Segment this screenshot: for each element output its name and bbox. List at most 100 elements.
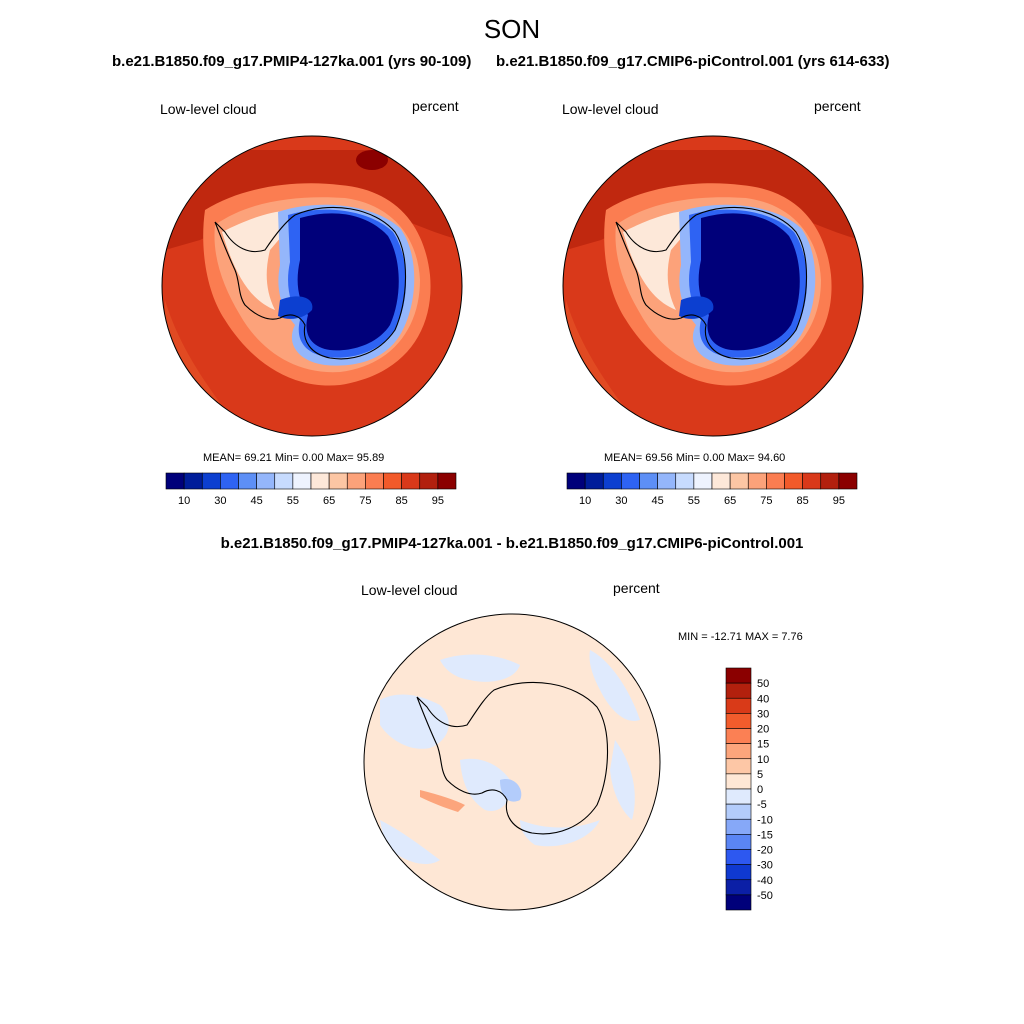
panel1-coastline xyxy=(214,206,407,360)
panel1-colorbar-swatch xyxy=(201,472,221,490)
diff-colorbar-tick-label: 0 xyxy=(757,784,763,796)
panel2-colorbar-swatch xyxy=(820,472,840,490)
diff-colorbar-swatch xyxy=(725,879,752,896)
diff-colorbar-swatch xyxy=(725,773,752,790)
panel2-colorbar-tick-label: 45 xyxy=(652,495,664,507)
diff-colorbar-tick-label: 30 xyxy=(757,708,769,720)
panel1-colorbar-tick-label: 65 xyxy=(323,495,335,507)
diff-colorbar-tick-label: -5 xyxy=(757,799,767,811)
panel1-colorbar-tick-label: 95 xyxy=(432,495,444,507)
panel1-map-border xyxy=(161,135,463,437)
diff-colorbar-swatch xyxy=(725,728,752,744)
panel1-colorbar-swatch xyxy=(346,472,366,490)
panel1-colorbar-swatch xyxy=(238,472,257,490)
panel2-colorbar-tick-label: 30 xyxy=(615,495,627,507)
panel2-colorbar-swatch xyxy=(639,472,658,490)
diff-colorbar-tick-label: -20 xyxy=(757,845,773,857)
diff-colorbar-tick-label: 15 xyxy=(757,739,769,751)
panel2-case-title: b.e21.B1850.f09_g17.CMIP6-piControl.001 … xyxy=(496,53,890,70)
panel2-colorbar-tick-label: 95 xyxy=(833,495,845,507)
panel1-variable-label: Low-level cloud xyxy=(160,101,257,117)
panel1-colorbar-tick-label: 55 xyxy=(287,495,299,507)
panel1-colorbar-tick-label: 30 xyxy=(214,495,226,507)
panel2-colorbar-swatch xyxy=(602,472,622,490)
panel2-variable-label: Low-level cloud xyxy=(562,101,659,117)
panel2-colorbar-swatch xyxy=(675,472,695,490)
diff-colorbar-swatch xyxy=(725,743,752,760)
diff-units-label: percent xyxy=(613,580,660,596)
panel2-colorbar-tick-label: 55 xyxy=(688,495,700,507)
diff-colorbar-swatch xyxy=(725,697,752,714)
panel1-colorbar-swatch xyxy=(328,472,348,490)
panel2-colorbar-swatch xyxy=(711,472,731,490)
panel2-colorbar-tick-label: 75 xyxy=(760,495,772,507)
diff-title: b.e21.B1850.f09_g17.PMIP4-127ka.001 - b.… xyxy=(220,535,804,552)
panel2-map-border xyxy=(562,135,864,437)
diff-colorbar-swatch xyxy=(725,849,752,865)
panel1-colorbar-swatch xyxy=(419,472,439,490)
panel2-colorbar-swatch xyxy=(838,472,858,490)
diff-stats: MIN = -12.71 MAX = 7.76 xyxy=(678,631,803,643)
diff-colorbar-tick-label: -15 xyxy=(757,829,773,841)
panel1-colorbar-swatch xyxy=(292,472,312,490)
diff-colorbar-swatch xyxy=(725,667,752,684)
diff-colorbar-tick-label: 10 xyxy=(757,754,769,766)
diff-colorbar-swatch xyxy=(725,713,752,729)
diff-colorbar-swatch xyxy=(725,818,752,835)
diff-colorbar-tick-label: 50 xyxy=(757,678,769,690)
panel1-colorbar-swatch xyxy=(183,472,203,490)
panel1-colorbar-swatch xyxy=(310,472,330,490)
panel2-colorbar-swatch xyxy=(693,472,713,490)
panel1-colorbar-swatch xyxy=(383,472,402,490)
panel2-colorbar-tick-label: 85 xyxy=(797,495,809,507)
panel2-map xyxy=(563,136,863,436)
panel2-colorbar-tick-label: 10 xyxy=(579,495,591,507)
diff-map xyxy=(364,614,660,910)
diff-colorbar-tick-label: 40 xyxy=(757,693,769,705)
panel1-colorbar-swatch xyxy=(256,472,276,490)
panel1-colorbar-tick-label: 45 xyxy=(251,495,263,507)
panel2-stats: MEAN= 69.56 Min= 0.00 Max= 94.60 xyxy=(604,452,786,464)
panel2-colorbar-swatch xyxy=(657,472,677,490)
diff-colorbar-swatch xyxy=(725,894,752,911)
panel2-colorbar-tick-label: 65 xyxy=(724,495,736,507)
panel1-colorbar-swatch xyxy=(220,472,239,490)
panel1-colorbar-swatch xyxy=(401,472,421,490)
panel2-colorbar: 10 30 45 55 65 75 85 95 xyxy=(566,472,858,507)
panel2-coastline xyxy=(615,206,808,360)
diff-colorbar-swatch xyxy=(725,834,752,850)
diff-colorbar-tick-label: -10 xyxy=(757,814,773,826)
panel2-colorbar-swatch xyxy=(784,472,803,490)
panel1-units-label: percent xyxy=(412,98,459,114)
diff-colorbar-swatch xyxy=(725,682,752,699)
panel1-colorbar-swatch xyxy=(165,472,185,490)
diff-colorbar-tick-label: 20 xyxy=(757,724,769,736)
panel2-colorbar-swatch xyxy=(566,472,586,490)
diff-colorbar-tick-label: -30 xyxy=(757,860,773,872)
panel2-colorbar-swatch xyxy=(621,472,640,490)
panel1-colorbar-tick-label: 10 xyxy=(178,495,190,507)
diff-colorbar-swatch xyxy=(725,758,752,775)
diff-colorbar-swatch xyxy=(725,788,752,805)
panel2-units-label: percent xyxy=(814,98,861,114)
season-title: SON xyxy=(483,14,541,44)
panel2-colorbar-swatch xyxy=(584,472,604,490)
panel2-colorbar-swatch xyxy=(766,472,785,490)
diff-variable-label: Low-level cloud xyxy=(361,582,458,598)
panel1-colorbar-tick-label: 75 xyxy=(359,495,371,507)
diff-colorbar-swatch xyxy=(725,803,752,820)
diff-colorbar-tick-label: 5 xyxy=(757,769,763,781)
diff-colorbar-tick-label: -40 xyxy=(757,875,773,887)
panel1-colorbar-swatch xyxy=(437,472,457,490)
diff-coastline xyxy=(416,681,609,835)
panel2-colorbar-swatch xyxy=(729,472,749,490)
diff-colorbar-swatch xyxy=(725,864,752,881)
panel1-colorbar-swatch xyxy=(274,472,294,490)
diff-colorbar-tick-label: -50 xyxy=(757,890,773,902)
panel1-colorbar-swatch xyxy=(365,472,384,490)
panel2-colorbar-swatch xyxy=(747,472,767,490)
diff-map-border xyxy=(363,613,661,911)
panel1-colorbar-tick-label: 85 xyxy=(396,495,408,507)
